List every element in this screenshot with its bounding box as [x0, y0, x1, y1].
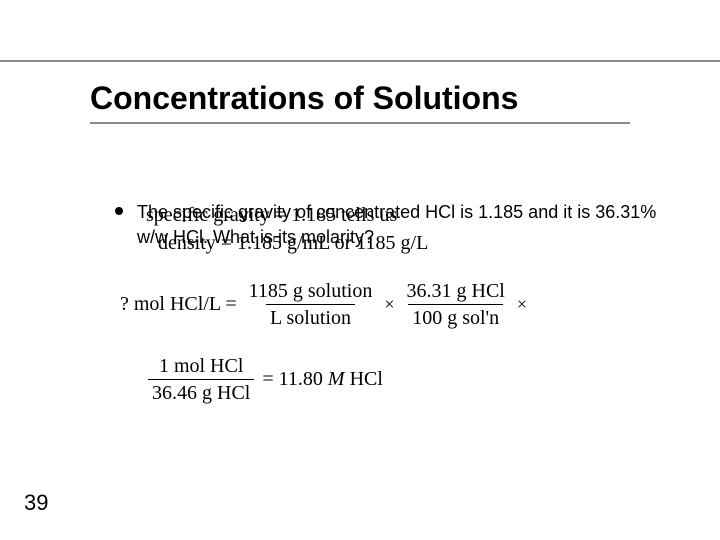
equation-block: ? mol HCl/L = 1185 g solution L solution…: [120, 280, 660, 404]
eq-result: = 11.80 M HCl: [262, 368, 383, 391]
fraction-2: 36.31 g HCl 100 g sol'n: [403, 280, 509, 329]
frac3-den: 36.46 g HCl: [148, 379, 254, 404]
title-underline: [90, 122, 630, 124]
fraction-1: 1185 g solution L solution: [245, 280, 377, 329]
eq-result-unit: M: [328, 368, 345, 390]
eq-result-eq: = 11.80: [262, 368, 328, 390]
eq-lhs: ? mol HCl/L =: [120, 293, 237, 316]
frac1-den: L solution: [266, 304, 355, 329]
fraction-3: 1 mol HCl 36.46 g HCl: [148, 355, 254, 404]
page-number: 39: [24, 490, 48, 516]
frac1-num: 1185 g solution: [245, 280, 377, 304]
frac2-den: 100 g sol'n: [408, 304, 503, 329]
times-icon: ×: [384, 294, 394, 315]
times-icon: ×: [517, 294, 527, 315]
bullet-dot-icon: [115, 207, 123, 215]
slide: Concentrations of Solutions The specific…: [0, 0, 720, 540]
overlay-line-2: density = 1.185 g/mL or 1185 g/L: [158, 232, 428, 255]
frac3-num: 1 mol HCl: [155, 355, 247, 379]
eq-result-tail: HCl: [345, 368, 383, 390]
equation-line-2: 1 mol HCl 36.46 g HCl = 11.80 M HCl: [148, 355, 660, 404]
frac2-num: 36.31 g HCl: [403, 280, 509, 304]
header-rule: [0, 60, 720, 62]
slide-title: Concentrations of Solutions: [90, 80, 518, 117]
equation-line-1: ? mol HCl/L = 1185 g solution L solution…: [120, 280, 660, 329]
overlay-line-1: specific gravity = 1.185 tells us: [146, 204, 397, 227]
